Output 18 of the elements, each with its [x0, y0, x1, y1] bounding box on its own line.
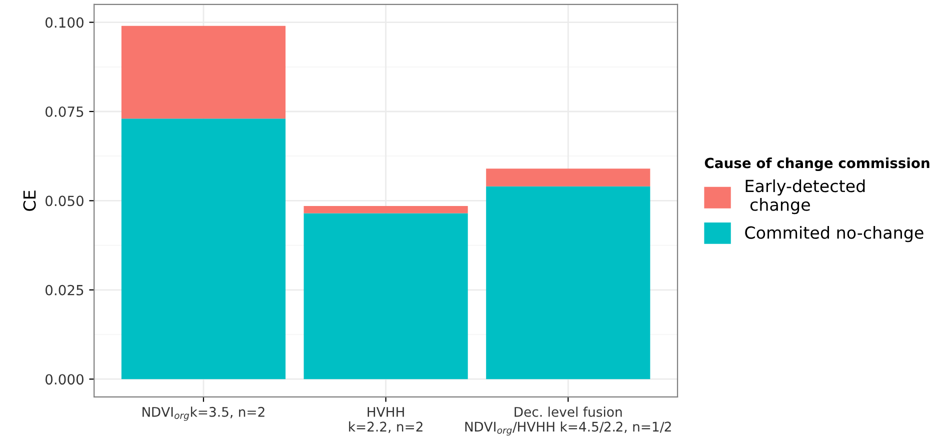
- y-tick-label: 0.000: [46, 374, 84, 385]
- legend-label: Commited no-change: [745, 226, 924, 242]
- y-tick-label: 0.100: [46, 17, 84, 28]
- x-tick-label: HVHH k=2.2, n=2: [349, 407, 422, 433]
- y-axis-title: CE: [23, 190, 36, 211]
- bar: [304, 213, 468, 380]
- y-tick-label: 0.050: [46, 196, 84, 206]
- category-label: Dec. level fusion NDVI$_{org}$/HVHH k=4.5/2.2, n=1/2: [465, 406, 671, 436]
- y-tick-label: 0.075: [46, 106, 84, 117]
- x-tick-label: NDVI$_{org}$k=3.5, n=2: [142, 406, 264, 421]
- bar: [486, 168, 650, 186]
- legend-label: Early-detected change: [746, 179, 865, 214]
- bar: [486, 186, 650, 380]
- legend-title: Cause of change commission: [704, 157, 930, 172]
- bar: [304, 206, 468, 214]
- y-tick-label: 0.025: [46, 284, 84, 296]
- bar: [121, 118, 286, 380]
- bar: [121, 26, 286, 119]
